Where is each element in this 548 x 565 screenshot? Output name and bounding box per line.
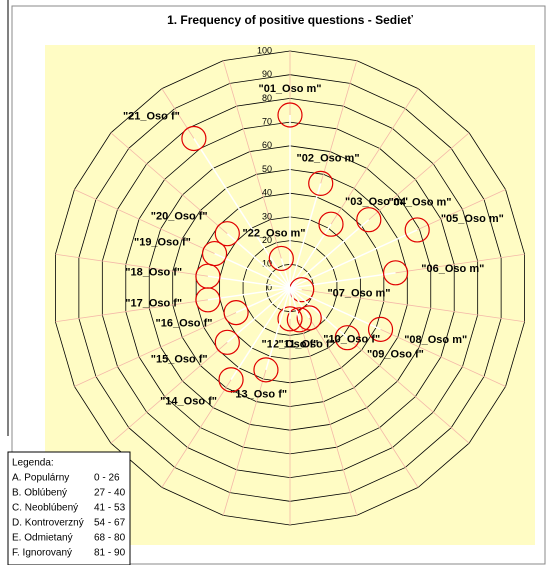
respondent-label: "08_Oso m" [404,334,467,346]
legend-label: E. Odmietaný [12,533,73,544]
legend-label: D. Kontroverzný [12,518,84,529]
respondent-label: "03_Oso m" [345,196,408,208]
legend-range: 81 - 90 [94,548,126,559]
legend-box [7,451,131,565]
r-tick-label: 20 [262,235,272,245]
respondent-label: "07_Oso m" [327,287,390,299]
r-tick-label: 30 [262,211,272,221]
chart-title: 1. Frequency of positive questions - Sed… [167,13,413,27]
legend-range: 41 - 53 [94,503,126,514]
respondent-circle [214,329,240,355]
respondent-label: "18_Oso f" [125,266,182,278]
value-spoke [230,287,291,381]
legend-label: B. Oblúbený [12,488,67,499]
respondent-label: "09_Oso f" [367,349,424,361]
legend: Legenda: A. Populárny 0 - 26 B. Oblúbený 27 … [12,458,126,559]
value-spoke [207,275,291,289]
value-spoke [207,287,291,301]
respondent-label: "05_Oso m" [441,213,504,225]
respondent-circle [318,211,344,237]
respondent-label: "06_Oso m" [421,263,484,275]
respondent-circle [268,245,294,272]
respondent-circle [277,102,303,128]
value-spoke [226,287,291,343]
respondent-label: "19_Oso f" [134,237,191,249]
respondent-circle [223,300,249,326]
respondent-circle [308,170,334,196]
r-tick-label: 0 [267,282,272,292]
respondent-circle [181,125,207,152]
respondent-circle [356,207,382,233]
legend-label: F. Ignorovaný [12,548,72,559]
respondent-circle [253,357,279,383]
r-tick-label: 40 [262,188,272,198]
marks: "01_Oso m" "02_Oso m" "03_Oso m""04_Oso m"… [123,83,504,408]
value-spoke [289,287,381,331]
spoke [289,287,358,516]
respondent-label: "22_Oso m" [242,227,305,239]
value-spoke [289,287,310,319]
legend-range: 54 - 67 [94,518,126,529]
r-tick-label: 60 [262,140,272,150]
respondent-label: "16_Oso f" [156,317,213,329]
respondent-label: "01_Oso m" [258,83,321,95]
legend-range: 0 - 26 [94,473,120,484]
respondent-circle [218,367,244,393]
respondent-label: "21_Oso f" [123,111,180,123]
respondent-label: "02_Oso m" [297,152,360,164]
respondent-circle [277,306,303,332]
r-tick-label: 80 [262,93,272,103]
respondent-label: "17_Oso f" [125,297,182,309]
respondent-circle [367,316,394,342]
spoke [289,287,525,323]
value-spoke [280,258,291,289]
value-spoke [235,287,291,314]
respondent-label: "12_Oso f" [262,339,319,351]
respondent-label: "20_Oso f" [151,211,208,223]
value-spoke [289,229,418,289]
legend-label: A. Populárny [12,473,69,484]
value-spoke [289,223,332,289]
r-tick-label: 100 [257,45,272,55]
value-spoke [289,183,322,289]
value-spoke [289,219,370,289]
respondent-circle [214,221,240,247]
respondent-label: "13_Oso f" [230,389,287,401]
value-spoke [289,272,396,289]
value-spoke [289,287,348,339]
value-spoke [289,287,301,321]
respondent-circle [334,325,360,351]
r-tick-label: 90 [262,69,272,79]
respondent-label: "15_Oso f" [151,353,208,365]
value-spoke [265,287,291,371]
respondent-label: "10_Oso f" [323,334,380,346]
legend-label: C. Neoblúbený [12,503,78,514]
spoke [222,60,291,289]
legend-range: 68 - 80 [94,533,126,544]
respondent-circle [286,307,312,333]
value-spoke [193,138,291,289]
legend-range: 27 - 40 [94,488,126,499]
respondent-label: "04_Oso m" [388,197,451,209]
respondent-circle [296,305,322,331]
respondent-circle [201,240,228,267]
r-tick-label: 70 [262,116,272,126]
respondent-circle [382,260,409,286]
value-spoke [226,233,291,289]
respondent-circle [404,217,430,243]
value-spoke [214,252,291,289]
respondent-label: "11_Oso f" [279,339,335,351]
r-tick-label: 50 [262,164,272,174]
respondent-label: "14_Oso f" [160,395,217,407]
r-tick-label: 10 [262,259,272,269]
legend-title: Legenda: [12,458,54,469]
